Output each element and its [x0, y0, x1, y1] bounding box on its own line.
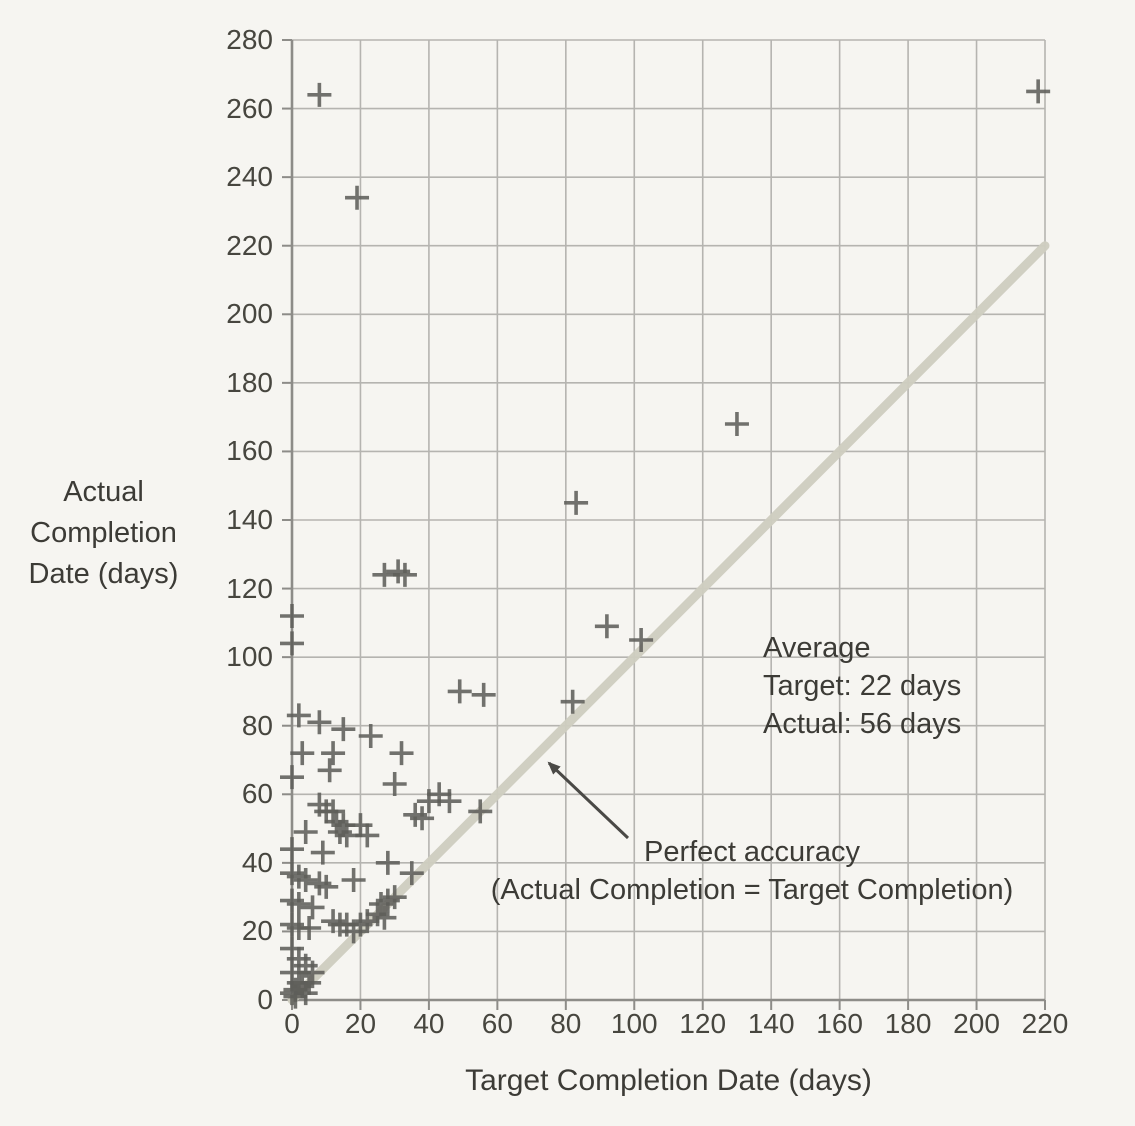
average-annotation-line: Actual: 56 days — [763, 708, 962, 740]
data-points — [280, 79, 1051, 1009]
perfect-accuracy-annotation: Perfect accuracy (Actual Completion = Ta… — [438, 833, 1066, 909]
y-axis-title-line: Completion — [30, 517, 177, 549]
x-tick-label: 180 — [884, 1008, 932, 1039]
x-tick-label: 200 — [953, 1008, 1000, 1039]
x-tick-label: 0 — [284, 1008, 300, 1039]
y-tick-label: 100 — [226, 641, 273, 673]
y-tick-label: 60 — [241, 778, 273, 810]
x-tick-label: 160 — [816, 1008, 863, 1039]
x-tick-label: 140 — [747, 1008, 795, 1039]
y-tick-label: 220 — [226, 229, 273, 261]
average-annotation-line: Average — [763, 632, 871, 664]
y-tick-label: 20 — [241, 915, 273, 947]
y-tick-label: 180 — [226, 366, 273, 398]
average-annotation-line: Target: 22 days — [763, 670, 962, 702]
y-tick-label: 240 — [226, 161, 273, 193]
y-tick-label: 140 — [226, 504, 273, 535]
y-tick-label: 260 — [226, 92, 273, 124]
x-tick-label: 40 — [413, 1008, 445, 1039]
y-tick-label: 80 — [241, 709, 273, 741]
y-tick-label: 120 — [226, 572, 273, 604]
x-tick-label: 80 — [550, 1008, 582, 1039]
x-tick-label: 100 — [610, 1008, 658, 1039]
annotation-arrow — [547, 761, 630, 840]
y-axis-title-line: Actual — [63, 476, 144, 508]
y-axis-title: Actual Completion Date (days) — [6, 472, 201, 595]
grid-lines — [282, 39, 1046, 1010]
x-tick-label: 20 — [344, 1008, 377, 1039]
y-tick-label: 160 — [226, 435, 273, 467]
y-tick-label: 200 — [226, 298, 273, 330]
perfect-accuracy-annotation-line: Perfect accuracy — [644, 836, 860, 868]
perfect-accuracy-annotation-line: (Actual Completion = Target Completion) — [490, 874, 1014, 906]
y-tick-label: 40 — [241, 846, 273, 878]
y-axis-title-line: Date (days) — [28, 558, 179, 590]
x-axis-title: Target Completion Date (days) — [465, 1064, 872, 1097]
average-annotation: Average Target: 22 days Actual: 56 days — [763, 629, 961, 743]
x-tick-label: 60 — [481, 1008, 513, 1039]
x-tick-label: 220 — [1021, 1008, 1069, 1039]
y-tick-label: 0 — [257, 984, 273, 1015]
y-tick-label: 280 — [226, 24, 273, 55]
x-tick-label: 120 — [679, 1008, 727, 1039]
